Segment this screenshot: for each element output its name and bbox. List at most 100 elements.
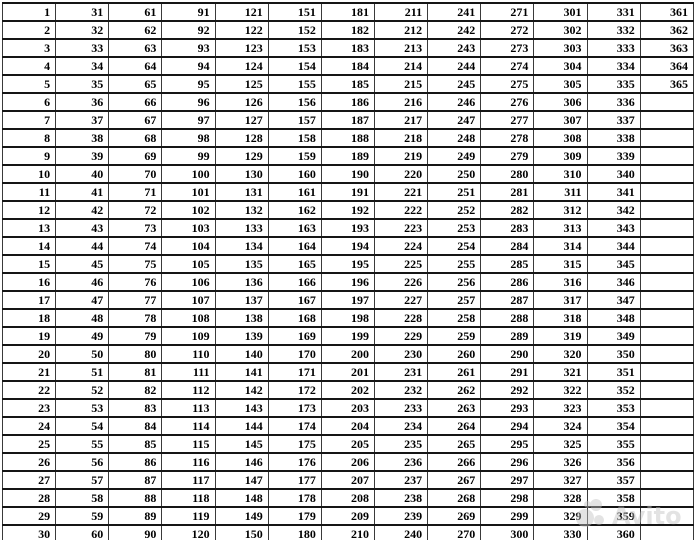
day-cell: 258 bbox=[427, 308, 482, 328]
empty-cell bbox=[639, 488, 694, 508]
table-row: 29 59 89 119 149 179 209 239 269 299 329 359 bbox=[1, 506, 694, 526]
day-cell: 133 bbox=[214, 218, 269, 238]
day-cell: 241 bbox=[427, 2, 482, 22]
day-cell: 265 bbox=[427, 434, 482, 454]
day-cell: 163 bbox=[267, 218, 322, 238]
day-cell: 341 bbox=[586, 182, 641, 202]
day-cell: 63 bbox=[108, 38, 163, 58]
table-row: 27 57 87 117 147 177 207 237 267 297 327 357 bbox=[1, 470, 694, 490]
day-cell: 188 bbox=[320, 128, 375, 148]
day-cell: 102 bbox=[161, 200, 216, 220]
table-row: 26 56 86 116 146 176 206 236 266 296 326 356 bbox=[1, 452, 694, 472]
day-cell: 79 bbox=[108, 326, 163, 346]
day-cell: 42 bbox=[55, 200, 110, 220]
day-cell: 270 bbox=[427, 524, 482, 540]
day-cell: 298 bbox=[480, 488, 535, 508]
day-cell: 267 bbox=[427, 470, 482, 490]
day-cell: 339 bbox=[586, 146, 641, 166]
day-cell: 221 bbox=[373, 182, 429, 202]
empty-cell bbox=[639, 236, 694, 256]
day-cell: 330 bbox=[533, 524, 588, 540]
day-cell: 213 bbox=[373, 38, 429, 58]
day-cell: 3 bbox=[1, 38, 57, 58]
day-cell: 95 bbox=[161, 74, 216, 94]
day-cell: 177 bbox=[267, 470, 322, 490]
empty-cell bbox=[639, 326, 694, 346]
day-cell: 225 bbox=[373, 254, 429, 274]
empty-cell bbox=[639, 128, 694, 148]
day-cell: 165 bbox=[267, 254, 322, 274]
table-row: 21 51 81 111 141 171 201 231 261 291 321 351 bbox=[1, 362, 694, 382]
empty-cell bbox=[639, 200, 694, 220]
day-cell: 281 bbox=[480, 182, 535, 202]
day-cell: 94 bbox=[161, 56, 216, 76]
day-cell: 43 bbox=[55, 218, 110, 238]
table-row: 25 55 85 115 145 175 205 235 265 295 325 355 bbox=[1, 434, 694, 454]
day-cell: 129 bbox=[214, 146, 269, 166]
day-cell: 310 bbox=[533, 164, 588, 184]
day-cell: 68 bbox=[108, 128, 163, 148]
day-cell: 101 bbox=[161, 182, 216, 202]
day-cell: 199 bbox=[320, 326, 375, 346]
day-cell: 119 bbox=[161, 506, 216, 526]
day-cell: 96 bbox=[161, 92, 216, 112]
day-cell: 113 bbox=[161, 398, 216, 418]
day-cell: 302 bbox=[533, 20, 588, 40]
day-cell: 305 bbox=[533, 74, 588, 94]
day-cell: 16 bbox=[1, 272, 57, 292]
day-cell: 149 bbox=[214, 506, 269, 526]
day-cell: 145 bbox=[214, 434, 269, 454]
day-cell: 269 bbox=[427, 506, 482, 526]
empty-cell bbox=[639, 416, 694, 436]
day-cell: 81 bbox=[108, 362, 163, 382]
day-cell: 363 bbox=[639, 38, 694, 58]
day-cell: 5 bbox=[1, 74, 57, 94]
day-cell: 124 bbox=[214, 56, 269, 76]
table-row: 6 36 66 96 126 156 186 216 246 276 306 336 bbox=[1, 92, 694, 112]
day-cell: 130 bbox=[214, 164, 269, 184]
day-cell: 292 bbox=[480, 380, 535, 400]
day-cell: 93 bbox=[161, 38, 216, 58]
day-cell: 132 bbox=[214, 200, 269, 220]
day-cell: 47 bbox=[55, 290, 110, 310]
day-cell: 107 bbox=[161, 290, 216, 310]
day-cell: 200 bbox=[320, 344, 375, 364]
day-cell: 29 bbox=[1, 506, 57, 526]
table-row: 14 44 74 104 134 164 194 224 254 284 314 344 bbox=[1, 236, 694, 256]
day-cell: 253 bbox=[427, 218, 482, 238]
day-cell: 349 bbox=[586, 326, 641, 346]
day-cell: 203 bbox=[320, 398, 375, 418]
day-cell: 187 bbox=[320, 110, 375, 130]
day-cell: 30 bbox=[1, 524, 57, 540]
day-cell: 117 bbox=[161, 470, 216, 490]
day-cell: 354 bbox=[586, 416, 641, 436]
day-cell: 246 bbox=[427, 92, 482, 112]
day-cell: 338 bbox=[586, 128, 641, 148]
day-cell: 224 bbox=[373, 236, 429, 256]
day-cell: 169 bbox=[267, 326, 322, 346]
day-cell: 146 bbox=[214, 452, 269, 472]
day-cell: 53 bbox=[55, 398, 110, 418]
day-cell: 336 bbox=[586, 92, 641, 112]
day-cell: 283 bbox=[480, 218, 535, 238]
table-row: 22 52 82 112 142 172 202 232 262 292 322 352 bbox=[1, 380, 694, 400]
day-cell: 362 bbox=[639, 20, 694, 40]
day-cell: 249 bbox=[427, 146, 482, 166]
day-cell: 26 bbox=[1, 452, 57, 472]
day-cell: 180 bbox=[267, 524, 322, 540]
day-cell: 6 bbox=[1, 92, 57, 112]
day-cell: 39 bbox=[55, 146, 110, 166]
day-cell: 139 bbox=[214, 326, 269, 346]
day-cell: 92 bbox=[161, 20, 216, 40]
day-cell: 127 bbox=[214, 110, 269, 130]
day-cell: 340 bbox=[586, 164, 641, 184]
day-cell: 345 bbox=[586, 254, 641, 274]
day-cell: 353 bbox=[586, 398, 641, 418]
day-cell: 25 bbox=[1, 434, 57, 454]
day-cell: 160 bbox=[267, 164, 322, 184]
day-cell: 118 bbox=[161, 488, 216, 508]
day-cell: 243 bbox=[427, 38, 482, 58]
day-cell: 299 bbox=[480, 506, 535, 526]
